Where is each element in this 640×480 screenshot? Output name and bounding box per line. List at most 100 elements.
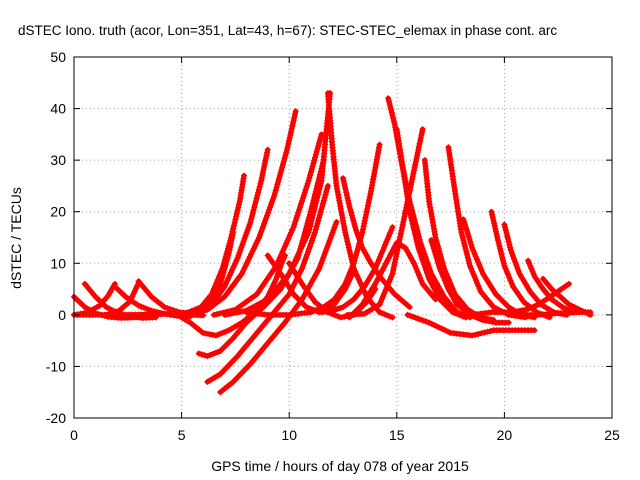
data-point	[349, 215, 356, 222]
data-point	[418, 278, 425, 284]
data-point	[230, 263, 237, 270]
data-point	[225, 245, 231, 252]
data-point	[245, 224, 252, 231]
data-point	[304, 180, 311, 187]
data-point	[236, 201, 242, 208]
data-point	[345, 244, 352, 251]
data-point	[290, 224, 297, 231]
data-point	[461, 240, 468, 247]
data-point	[270, 196, 277, 202]
data-point	[262, 218, 269, 224]
data-point	[329, 307, 336, 314]
data-point	[464, 227, 470, 234]
data-point	[409, 220, 416, 227]
data-point	[215, 274, 222, 280]
data-point	[235, 252, 242, 259]
data-point	[423, 267, 430, 274]
data-point	[562, 305, 569, 312]
data-point	[252, 198, 259, 205]
data-point	[435, 259, 442, 266]
data-point	[461, 243, 468, 250]
data-point	[213, 279, 220, 286]
data-point	[252, 201, 259, 208]
data-point	[240, 267, 247, 274]
data-point	[298, 201, 304, 207]
data-point	[329, 229, 336, 236]
data-point	[494, 237, 501, 244]
data-point	[247, 219, 254, 225]
data-point	[320, 200, 327, 207]
data-point	[324, 243, 331, 250]
data-point	[424, 270, 431, 277]
data-point	[475, 282, 482, 289]
data-point	[489, 211, 496, 218]
data-point	[224, 277, 231, 284]
data-point	[310, 160, 317, 167]
data-point	[415, 244, 422, 251]
data-point	[319, 203, 326, 210]
data-point	[324, 185, 331, 192]
data-point	[223, 251, 230, 258]
data-point	[300, 234, 307, 241]
data-point	[314, 182, 321, 189]
data-point	[463, 225, 470, 231]
data-point	[354, 246, 361, 253]
data-point	[387, 230, 393, 237]
data-point	[440, 274, 447, 281]
data-point	[312, 229, 318, 236]
data-point	[252, 242, 259, 249]
data-point	[192, 310, 199, 317]
data-point	[230, 225, 237, 232]
data-point	[295, 252, 302, 259]
data-point	[353, 251, 360, 258]
data-point	[317, 134, 324, 141]
data-point	[350, 265, 357, 272]
data-point	[309, 200, 316, 207]
x-tick-label: 10	[281, 427, 297, 443]
data-point	[309, 163, 316, 170]
data-point	[239, 241, 246, 248]
data-point	[460, 237, 467, 244]
data-point	[308, 169, 314, 176]
data-point	[343, 189, 350, 196]
data-point	[209, 288, 216, 295]
data-point	[320, 197, 327, 204]
data-point	[278, 167, 285, 174]
data-point	[324, 182, 331, 189]
data-point	[388, 106, 395, 113]
data-point	[438, 268, 445, 275]
data-point	[496, 242, 503, 249]
data-point	[385, 98, 392, 105]
data-point	[559, 304, 566, 311]
data-point	[211, 285, 218, 292]
data-point	[306, 174, 313, 181]
data-point	[234, 207, 241, 214]
data-point	[327, 235, 334, 242]
data-point	[313, 223, 320, 230]
data-point	[487, 328, 494, 335]
data-point	[491, 222, 498, 229]
data-point	[505, 235, 511, 242]
data-point	[315, 217, 322, 224]
data-point	[344, 238, 351, 245]
data-point	[443, 280, 449, 287]
data-point	[511, 256, 518, 263]
data-point	[470, 271, 477, 278]
data-point	[222, 254, 229, 261]
data-point	[566, 280, 572, 287]
data-point	[326, 238, 333, 245]
data-point	[308, 166, 315, 173]
data-point	[420, 317, 427, 324]
data-point	[412, 314, 419, 321]
data-point	[361, 288, 368, 295]
data-point	[276, 172, 283, 179]
data-point	[464, 251, 471, 258]
data-point	[417, 250, 424, 257]
data-point	[201, 352, 208, 359]
data-point	[228, 231, 235, 238]
data-point	[466, 236, 473, 243]
y-tick-label: 0	[58, 307, 66, 323]
data-point	[316, 214, 323, 221]
data-point	[316, 211, 323, 218]
data-point	[342, 229, 349, 236]
